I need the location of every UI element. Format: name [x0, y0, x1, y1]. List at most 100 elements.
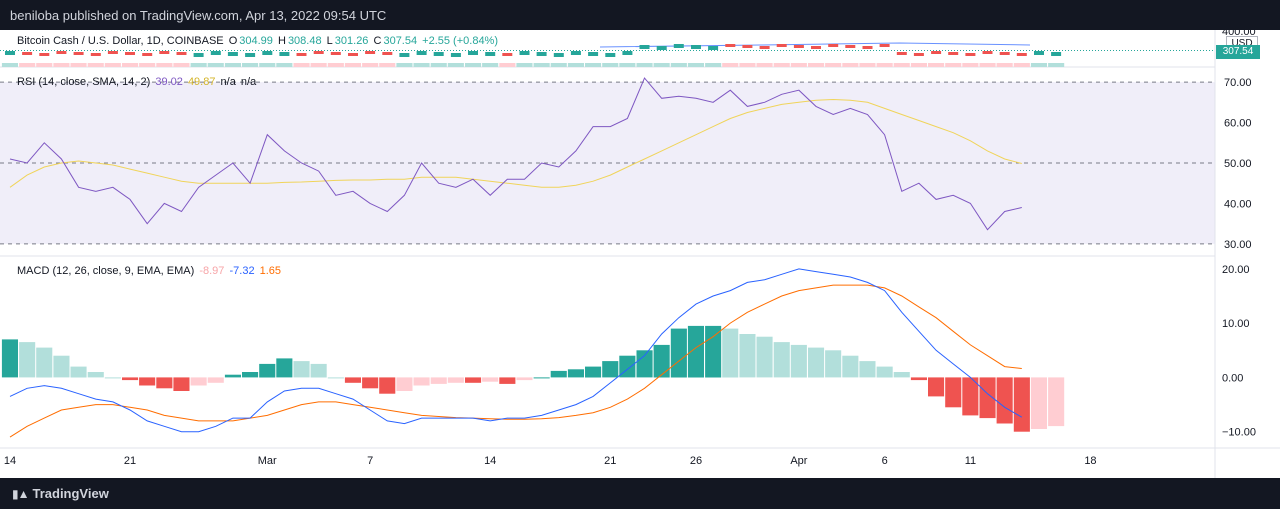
tradingview-logo[interactable]: ▮▲ TradingView — [12, 486, 109, 501]
macd-histogram-bar — [139, 377, 156, 386]
volume-bar — [224, 63, 241, 67]
price-candle — [433, 52, 444, 56]
macd-y-tick: 20.00 — [1222, 264, 1250, 276]
volume-bar — [910, 63, 927, 67]
macd-histogram-bar — [910, 377, 927, 381]
macd-y-tick: 10.00 — [1222, 318, 1250, 330]
macd-histogram-bar — [945, 377, 962, 408]
volume-bar — [19, 63, 36, 67]
macd-histogram-bar — [928, 377, 945, 397]
macd-histogram-bar — [1048, 377, 1065, 427]
price-candle — [931, 51, 942, 54]
macd-legend[interactable]: MACD (12, 26, close, 9, EMA, EMA) -8.97 … — [17, 265, 283, 277]
price-candle — [519, 51, 530, 55]
price-candle — [536, 52, 547, 56]
macd-histogram — [1, 325, 1065, 432]
macd-histogram-bar — [996, 377, 1013, 424]
time-axis-tick: 14 — [484, 455, 496, 467]
volume-bar — [996, 63, 1013, 67]
macd-y-tick: −10.00 — [1222, 427, 1256, 439]
rsi-legend[interactable]: RSI (14, close, SMA, 14, 2) 39.02 49.87 … — [17, 76, 258, 88]
volume-bar — [207, 63, 224, 67]
volume-bar — [482, 63, 499, 67]
volume-bar — [825, 63, 842, 67]
volume-bar — [567, 63, 584, 67]
published-by-text: beniloba published on TradingView.com, A… — [10, 8, 387, 23]
macd-histogram-bar — [396, 377, 413, 391]
macd-histogram-bar — [276, 358, 293, 378]
time-axis-tick: 6 — [882, 455, 888, 467]
price-candle — [279, 52, 290, 56]
rsi-title[interactable]: RSI (14, close, SMA, 14, 2) — [17, 76, 151, 88]
price-candle — [965, 53, 976, 56]
volume-bar — [190, 63, 207, 67]
open-label: O — [228, 35, 238, 47]
price-candle — [776, 44, 787, 47]
volume-bar — [156, 63, 173, 67]
macd-histogram-bar — [1030, 377, 1047, 429]
macd-histogram-bar — [825, 350, 842, 378]
price-candle — [982, 51, 993, 54]
volume-bar — [379, 63, 396, 67]
signal-line — [9, 284, 1022, 438]
macd-histogram-bar — [859, 361, 876, 378]
macd-pane: 20.00 10.00 0.00 −10.00 — [1, 264, 1256, 439]
brand-name: TradingView — [32, 486, 109, 501]
volume-bar — [293, 63, 310, 67]
rsi-y-axis: 70.00 60.00 50.00 40.00 30.00 — [1224, 77, 1252, 251]
time-axis-tick: 18 — [1084, 455, 1096, 467]
price-candle — [125, 52, 135, 55]
rsi-band-lines — [0, 81, 1215, 245]
macd-histogram-bar — [499, 377, 516, 384]
macd-title[interactable]: MACD (12, 26, close, 9, EMA, EMA) — [17, 265, 195, 277]
macd-histogram-bar — [362, 377, 379, 389]
macd-histogram-bar — [430, 377, 447, 384]
open-value: 304.99 — [239, 35, 273, 47]
price-candle — [382, 52, 393, 55]
time-axis-tick: 21 — [124, 455, 136, 467]
price-candle — [879, 44, 890, 47]
volume-bar — [550, 63, 567, 67]
price-candle — [622, 51, 633, 55]
macd-histogram-bar — [602, 361, 619, 378]
price-candle — [1051, 52, 1062, 56]
price-legend[interactable]: Bitcoin Cash / U.S. Dollar, 1D, COINBASE… — [17, 35, 500, 47]
price-candle — [193, 53, 204, 57]
time-axis-tick: Mar — [258, 455, 277, 467]
macd-histogram-bar — [379, 377, 396, 394]
volume-bar — [962, 63, 979, 67]
volume-bar — [687, 63, 704, 67]
price-candle — [1034, 51, 1044, 55]
volume-bar — [773, 63, 790, 67]
macd-histogram-bar — [722, 328, 739, 378]
price-axis-top-label: 400.00 — [1222, 30, 1256, 38]
macd-histogram-bar — [259, 363, 276, 378]
macd-histogram-bar — [773, 342, 790, 378]
macd-histogram-bar — [413, 377, 430, 386]
price-candle — [22, 52, 33, 55]
price-candle — [468, 51, 478, 55]
macd-histogram-bar — [447, 377, 464, 383]
volume-bar — [619, 63, 636, 67]
price-candle — [691, 45, 701, 49]
price-candle — [90, 53, 101, 56]
time-axis-tick: 14 — [4, 455, 16, 467]
volume-bar — [636, 63, 653, 67]
time-axis-tick: Apr — [790, 455, 807, 467]
price-candle — [656, 46, 667, 50]
price-candle — [107, 51, 118, 54]
symbol-title[interactable]: Bitcoin Cash / U.S. Dollar, 1D, COINBASE — [17, 35, 224, 47]
volume-bar — [739, 63, 756, 67]
close-value: 307.54 — [383, 35, 418, 47]
macd-histogram-bar — [465, 377, 482, 383]
price-candle — [742, 45, 753, 48]
price-candle — [330, 52, 341, 55]
price-candle — [639, 45, 650, 49]
macd-histogram-bar — [516, 377, 533, 381]
price-candle — [913, 53, 924, 56]
macd-histogram-bar — [53, 355, 70, 378]
price-candle — [5, 51, 15, 55]
volume-bar — [670, 63, 687, 67]
price-candle — [159, 51, 170, 54]
